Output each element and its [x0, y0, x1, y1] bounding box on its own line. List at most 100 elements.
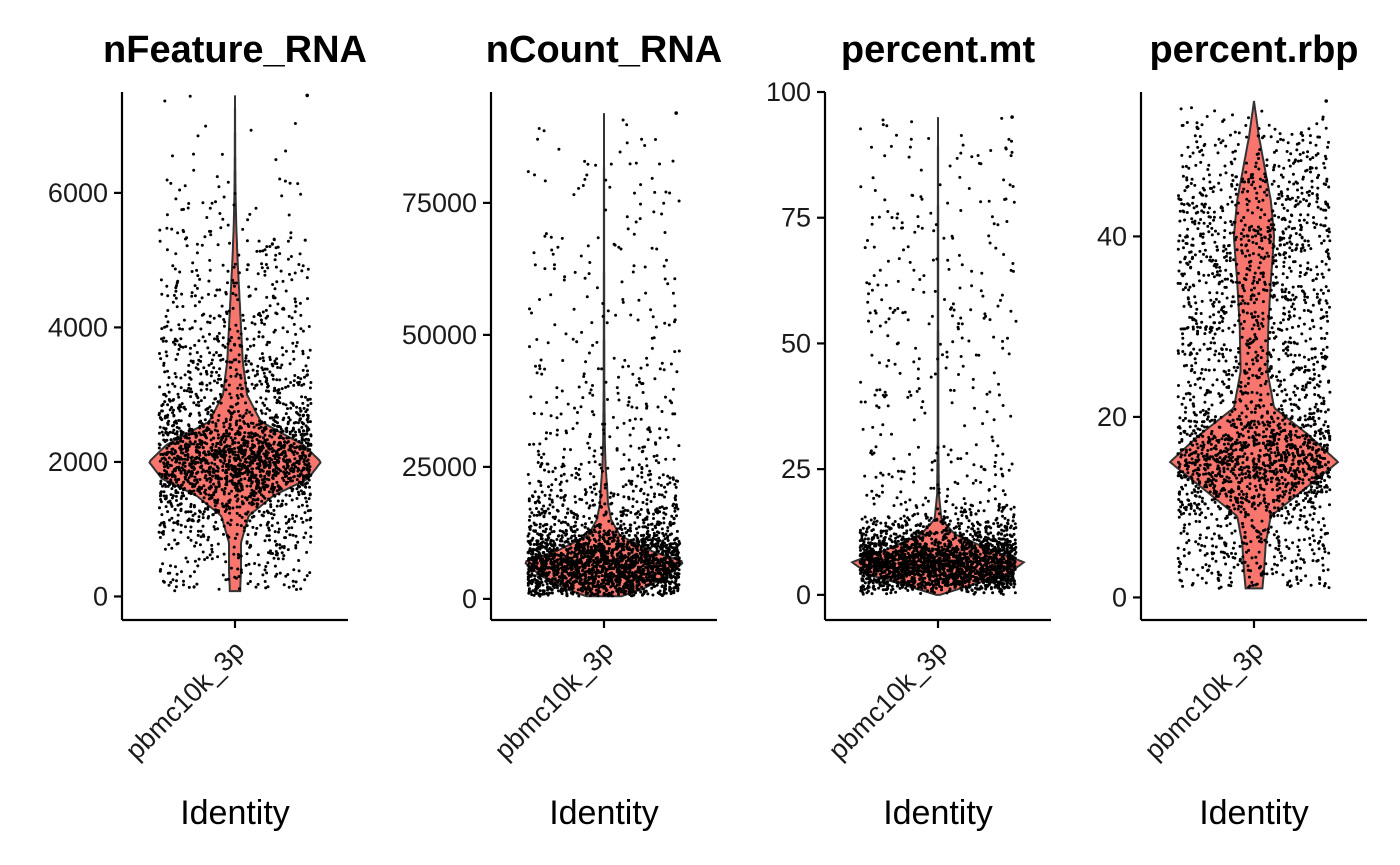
data-point: [167, 543, 171, 547]
data-point: [655, 533, 659, 537]
data-point: [649, 308, 653, 312]
data-point: [636, 588, 640, 592]
data-point: [253, 476, 257, 480]
data-point: [297, 462, 301, 466]
data-point: [273, 359, 277, 363]
data-point: [674, 557, 678, 561]
data-point: [598, 535, 602, 539]
data-point: [180, 292, 184, 296]
data-point: [531, 495, 535, 499]
data-point: [622, 421, 626, 425]
data-point: [247, 431, 251, 435]
data-point: [662, 592, 666, 596]
data-point: [639, 183, 643, 187]
data-point: [259, 318, 263, 322]
data-point: [179, 386, 183, 390]
data-point: [173, 384, 177, 388]
data-point: [622, 539, 626, 543]
data-point: [624, 483, 628, 487]
data-point: [261, 481, 265, 485]
data-point: [158, 472, 162, 476]
data-point: [227, 309, 231, 313]
data-point: [624, 559, 628, 563]
data-point: [198, 300, 201, 304]
data-point: [297, 263, 301, 266]
data-point: [308, 448, 312, 452]
data-point: [660, 585, 664, 588]
data-point: [182, 230, 186, 234]
data-point: [587, 446, 591, 450]
data-point: [200, 487, 204, 490]
data-point: [556, 245, 560, 249]
data-point: [624, 531, 628, 535]
data-point: [246, 263, 250, 267]
data-point: [238, 414, 242, 418]
data-point: [653, 492, 657, 496]
data-point: [553, 523, 557, 526]
data-point: [257, 467, 261, 471]
data-point: [642, 492, 646, 496]
data-point: [232, 545, 236, 549]
data-point: [277, 436, 281, 440]
data-point: [268, 355, 272, 359]
data-point: [604, 551, 607, 555]
data-point: [589, 545, 593, 549]
data-point: [201, 550, 205, 554]
data-point: [542, 452, 546, 456]
data-point: [549, 414, 553, 418]
data-point: [175, 542, 179, 546]
data-point: [190, 459, 194, 463]
data-point: [590, 410, 594, 414]
data-point: [248, 344, 252, 348]
data-point: [540, 372, 544, 376]
data-point: [214, 511, 218, 514]
data-point: [543, 511, 547, 515]
data-point: [193, 479, 197, 482]
data-point: [609, 491, 613, 495]
data-point: [604, 482, 608, 486]
data-point: [190, 469, 194, 473]
data-point: [171, 300, 175, 304]
data-point: [218, 477, 221, 481]
data-point: [211, 474, 214, 478]
data-point: [249, 572, 253, 576]
data-point: [210, 445, 214, 449]
data-point: [550, 248, 554, 252]
data-point: [201, 335, 205, 339]
data-point: [222, 505, 226, 509]
data-point: [206, 346, 210, 350]
data-point: [577, 467, 581, 471]
data-point: [261, 573, 265, 577]
data-point: [607, 582, 611, 586]
data-point: [159, 357, 163, 361]
data-point: [239, 477, 243, 481]
data-point: [297, 485, 301, 489]
data-point: [658, 476, 661, 480]
data-point: [648, 533, 651, 537]
data-point: [173, 267, 177, 271]
data-point: [661, 543, 665, 547]
data-point: [291, 350, 295, 353]
data-point: [666, 435, 670, 439]
data-point: [636, 515, 640, 519]
data-point: [282, 583, 286, 587]
data-point: [304, 364, 308, 368]
data-point: [232, 410, 236, 414]
data-point: [586, 162, 590, 166]
data-point: [672, 564, 676, 568]
data-point: [622, 566, 626, 570]
data-point: [273, 424, 276, 427]
data-point: [656, 482, 660, 486]
data-point: [257, 509, 261, 513]
data-point: [175, 430, 179, 434]
data-point: [654, 441, 657, 445]
data-point: [280, 387, 284, 391]
data-point: [279, 445, 283, 449]
data-point: [553, 466, 557, 470]
data-point: [579, 462, 583, 466]
data-point: [161, 532, 165, 536]
data-point: [173, 442, 177, 446]
data-point: [285, 470, 289, 474]
data-point: [609, 502, 613, 506]
data-point: [182, 405, 186, 409]
